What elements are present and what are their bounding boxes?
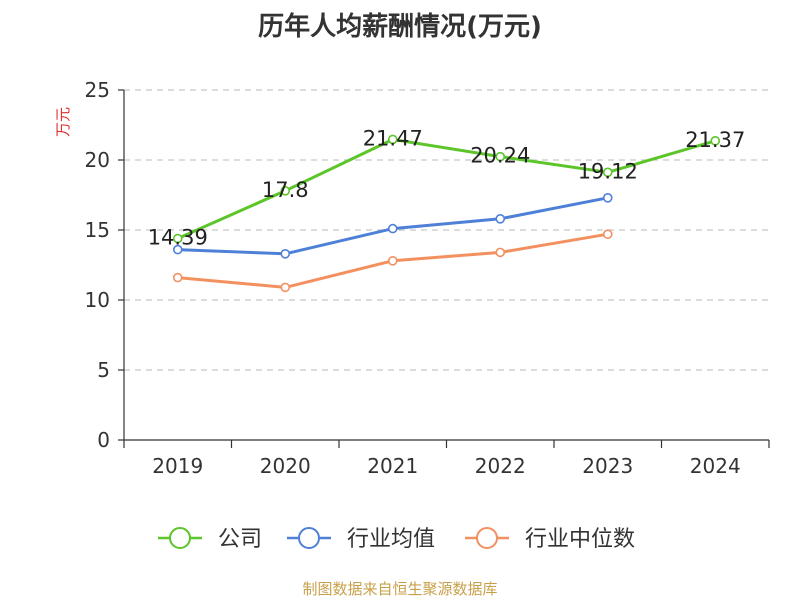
data-label-0-4: 19.12: [578, 159, 638, 183]
legend-label-2: 行业中位数: [525, 527, 635, 552]
data-point-2-1: [280, 282, 291, 293]
data-point-1-4: [602, 193, 613, 203]
legend[interactable]: 公司 行业均值 行业中位数: [158, 527, 635, 552]
x-tick-label-2021: 2021: [367, 454, 418, 478]
y-tick-label-5: 5: [97, 358, 110, 382]
data-point-1-0: [172, 244, 183, 255]
data-point-0-3: [495, 151, 506, 162]
series-line-0: [177, 137, 716, 240]
grid-lines: [124, 89, 769, 371]
x-tick-label-2023: 2023: [582, 454, 633, 478]
y-axis-label: 万元: [54, 107, 72, 137]
data-label-0-5: 21.37: [685, 128, 745, 152]
data-point-0-2: [387, 134, 398, 145]
data-label-0-2: 21.47: [363, 126, 423, 150]
series-1: [172, 193, 613, 259]
y-tick-label-25: 25: [85, 78, 110, 102]
x-tick-label-2022: 2022: [475, 454, 526, 478]
data-point-1-3: [495, 214, 506, 224]
y-tick-label-20: 20: [85, 148, 110, 172]
series-0: [172, 134, 721, 244]
data-point-2-3: [495, 247, 506, 258]
legend-item-0[interactable]: 公司: [158, 527, 262, 552]
data-point-2-4: [602, 229, 613, 239]
data-point-1-2: [387, 223, 398, 234]
axes: 0 5 10 15 20 25 2019 2020 2021 2022 2023 2024: [85, 78, 770, 478]
x-tick-label-2019: 2019: [152, 454, 203, 478]
y-tick-label-0: 0: [97, 428, 110, 452]
data-point-0-1: [280, 186, 291, 196]
legend-marker-0: [169, 527, 191, 549]
data-point-0-0: [172, 233, 183, 244]
data-point-0-5: [710, 136, 721, 146]
series-group: 14.39 17.8 21.47 20.24 19.12 21.37: [148, 126, 745, 293]
data-source-note: 制图数据来自恒生聚源数据库: [302, 580, 498, 598]
data-point-0-4: [602, 167, 613, 178]
series-2: [172, 229, 613, 293]
x-tick-label-2024: 2024: [690, 454, 741, 478]
y-tick-label-15: 15: [85, 218, 110, 242]
data-label-0-3: 20.24: [470, 144, 530, 168]
data-label-0-1: 17.8: [262, 178, 309, 202]
x-tick-label-2020: 2020: [260, 454, 311, 478]
legend-label-1: 行业均值: [347, 527, 435, 552]
data-point-2-2: [387, 255, 398, 266]
legend-marker-1: [298, 527, 320, 549]
data-point-2-0: [172, 272, 183, 283]
data-point-1-1: [280, 249, 291, 259]
legend-label-0: 公司: [218, 527, 262, 552]
chart-title: 历年人均薪酬情况(万元): [258, 12, 542, 42]
legend-item-1[interactable]: 行业均值: [287, 527, 435, 552]
legend-item-2[interactable]: 行业中位数: [465, 527, 635, 552]
y-tick-label-10: 10: [85, 288, 110, 312]
legend-marker-2: [476, 527, 498, 549]
data-label-0-0: 14.39: [148, 226, 208, 250]
